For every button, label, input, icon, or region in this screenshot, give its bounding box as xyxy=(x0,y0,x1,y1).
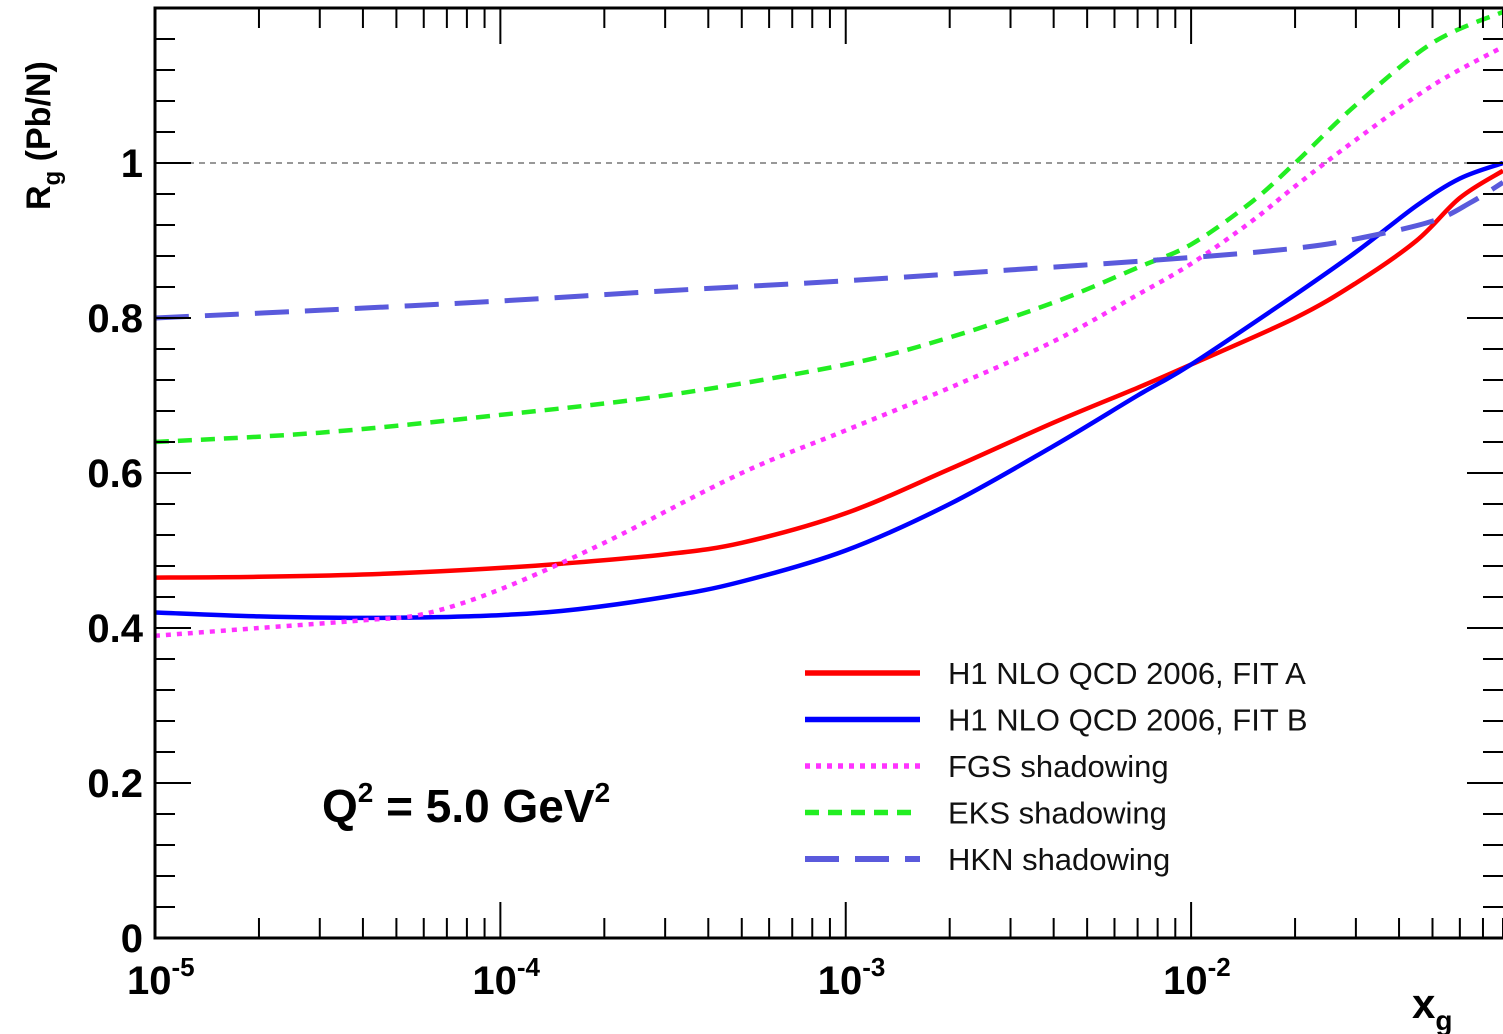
y-axis-label: Rg (Pb/N) xyxy=(20,61,66,210)
x-tick-label: 10-3 xyxy=(818,952,886,1003)
legend-label-3: FGS shadowing xyxy=(948,749,1169,784)
y-tick-label: 0 xyxy=(121,917,143,961)
x-tick-label: 10-5 xyxy=(127,952,195,1003)
y-tick-label: 1 xyxy=(121,142,143,186)
y-tick-label: 0.6 xyxy=(87,452,143,496)
legend-label-2: H1 NLO QCD 2006, FIT B xyxy=(948,703,1308,738)
x-tick-label: 10-4 xyxy=(472,952,540,1003)
y-tick-label: 0.2 xyxy=(87,762,143,806)
legend-label-5: HKN shadowing xyxy=(948,842,1170,877)
series-line-4 xyxy=(155,9,1503,445)
q2-annotation: Q2 = 5.0 GeV2 xyxy=(322,777,610,832)
y-tick-label: 0.4 xyxy=(87,607,143,651)
y-tick-label: 0.8 xyxy=(87,297,143,341)
series-line-1 xyxy=(155,168,1503,580)
legend-label-4: EKS shadowing xyxy=(948,796,1167,831)
legend-label-1: H1 NLO QCD 2006, FIT A xyxy=(948,656,1306,691)
series-line-2 xyxy=(155,160,1503,621)
series-line-5 xyxy=(155,180,1503,321)
series-line-3 xyxy=(155,44,1503,639)
x-axis-label: xg xyxy=(1412,980,1452,1034)
x-tick-label: 10-2 xyxy=(1163,952,1231,1003)
